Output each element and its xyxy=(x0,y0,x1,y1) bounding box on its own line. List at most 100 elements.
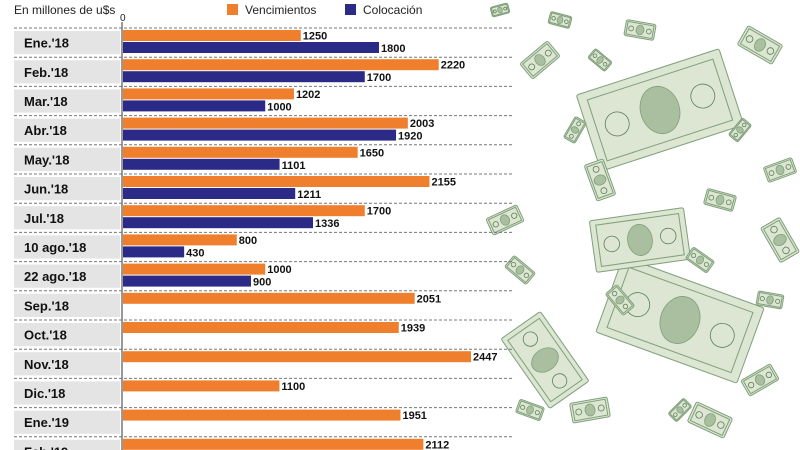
bill-portrait xyxy=(596,56,604,64)
category-label-bg xyxy=(14,118,120,142)
bar-colocacion xyxy=(123,217,313,229)
bill-seal xyxy=(604,111,630,137)
bar-vencimientos xyxy=(123,30,301,41)
dollar-bill-icon xyxy=(588,48,612,72)
value-label-vencimientos: 1939 xyxy=(401,323,425,335)
bill-seal xyxy=(569,133,574,139)
value-label-vencimientos: 1951 xyxy=(402,410,426,422)
dollar-bill-icon xyxy=(728,118,752,142)
value-label-vencimientos: 1000 xyxy=(267,264,291,276)
bill-seal xyxy=(544,49,552,57)
dollar-bill-icon xyxy=(737,25,783,65)
bill-portrait xyxy=(570,126,580,134)
chart-header: En millones de u$s 0 Vencimientos Coloca… xyxy=(14,3,422,24)
value-label-vencimientos: 1650 xyxy=(360,147,384,159)
bill-seal xyxy=(552,373,568,389)
legend-label-colocacion: Colocación xyxy=(363,3,422,17)
bill-seal xyxy=(592,165,600,173)
unit-label: En millones de u$s xyxy=(14,3,115,17)
bill-seal xyxy=(742,122,747,128)
value-label-vencimientos: 1100 xyxy=(281,381,305,393)
value-label-vencimientos: 2220 xyxy=(441,60,465,72)
bar-colocacion xyxy=(123,188,296,199)
bill-portrait xyxy=(593,174,607,186)
bar-vencimientos xyxy=(123,88,294,100)
legend-label-vencimientos: Vencimientos xyxy=(245,3,316,17)
category-label: May.'18 xyxy=(24,152,70,167)
dollar-bill-icon xyxy=(547,11,573,29)
category-label: Oct.'18 xyxy=(24,328,67,343)
bill-seal xyxy=(523,272,530,279)
bill-border xyxy=(625,20,655,40)
bill-seal xyxy=(695,411,703,419)
bill-seal xyxy=(709,322,735,348)
dollar-bill-icon xyxy=(623,19,657,41)
bill-portrait xyxy=(615,295,625,305)
bill-portrait xyxy=(635,24,645,36)
bill-seal xyxy=(690,83,716,109)
bill-portrait xyxy=(715,194,725,206)
bill-seal xyxy=(534,410,540,416)
bill-seal xyxy=(703,261,709,267)
bill-portrait xyxy=(584,403,596,417)
category-label: Nov.'18 xyxy=(24,357,69,372)
bill-border xyxy=(606,286,634,314)
bill-portrait xyxy=(773,234,787,246)
dollar-bill-icon xyxy=(584,158,616,202)
dollar-bill-icon xyxy=(569,396,611,424)
bill-portrait xyxy=(639,85,681,135)
bar-vencimientos xyxy=(123,263,266,275)
bill-portrait xyxy=(499,214,511,226)
bar-vencimientos xyxy=(123,59,439,71)
dollar-bill-icon xyxy=(703,188,737,212)
bill-portrait xyxy=(526,405,534,415)
category-label-bg xyxy=(14,206,120,230)
bill-portrait xyxy=(627,224,653,256)
bill-seal xyxy=(520,404,526,410)
value-label-colocacion: 1101 xyxy=(282,160,306,172)
bar-vencimientos xyxy=(123,176,430,187)
bill-seal xyxy=(708,194,715,201)
bill-seal xyxy=(628,25,634,32)
dollar-bill-icon xyxy=(741,363,779,397)
bill-seal xyxy=(646,28,652,35)
category-label-bg xyxy=(14,293,120,317)
value-label-vencimientos: 2155 xyxy=(431,177,455,189)
bill-seal xyxy=(597,404,605,412)
dollar-bill-icon xyxy=(605,284,635,316)
bar-vencimientos xyxy=(123,117,408,129)
bill-seal xyxy=(600,187,608,195)
bill-seal xyxy=(759,296,765,302)
bill-seal xyxy=(576,121,581,127)
bill-border xyxy=(507,317,583,403)
bill-border xyxy=(548,12,572,28)
bill-portrait xyxy=(556,16,564,24)
bill-seal xyxy=(492,9,497,14)
bar-vencimientos xyxy=(123,292,415,304)
bill-seal xyxy=(782,246,790,255)
category-label-bg xyxy=(14,235,120,259)
bill-portrait xyxy=(534,54,546,66)
bill-seal xyxy=(564,19,569,24)
value-label-colocacion: 1700 xyxy=(367,72,391,84)
category-label-bg xyxy=(14,177,120,201)
dollar-bill-icon xyxy=(515,399,545,421)
dollar-bill-icon xyxy=(563,116,587,144)
category-label-bg xyxy=(14,89,120,113)
category-label: Sep.'18 xyxy=(24,298,69,313)
category-label: Mar.'18 xyxy=(24,94,68,109)
chart-rows: Ene.'18 1250 1800 Feb.'18 2220 1700 Mar.'18 120… xyxy=(14,22,512,450)
bill-seal xyxy=(492,221,499,228)
bill-seal xyxy=(511,212,518,219)
bill-portrait xyxy=(695,255,705,265)
axis-zero-label: 0 xyxy=(120,13,126,24)
bill-seal xyxy=(503,6,508,11)
bill-border xyxy=(764,158,796,182)
bill-border xyxy=(742,365,778,395)
bill-seal xyxy=(510,261,517,268)
bar-vencimientos xyxy=(123,205,365,217)
bill-border xyxy=(586,160,614,200)
value-label-vencimientos: 1700 xyxy=(367,206,391,218)
value-label-vencimientos: 2112 xyxy=(425,439,449,450)
